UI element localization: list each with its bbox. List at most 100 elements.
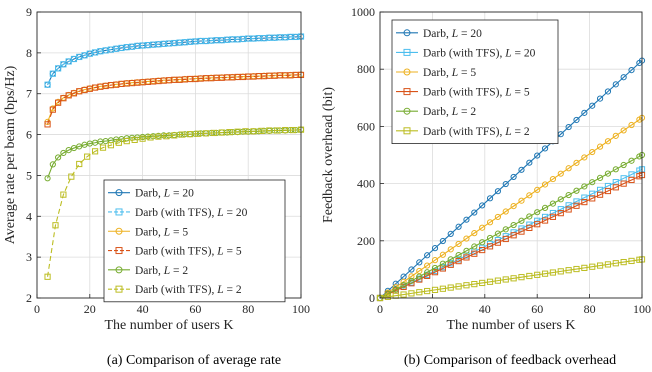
data-point xyxy=(479,202,486,209)
legend-marker xyxy=(403,107,411,115)
data-point xyxy=(55,154,62,161)
data-point xyxy=(187,131,194,138)
data-point xyxy=(49,106,56,113)
data-point xyxy=(242,128,249,135)
data-point xyxy=(620,258,627,266)
data-point xyxy=(486,234,494,242)
y-tick-label: 3 xyxy=(26,250,32,264)
data-point xyxy=(604,88,612,95)
data-point xyxy=(596,143,604,150)
data-point xyxy=(289,126,297,134)
caption-b: (b) Comparison of feedback overhead xyxy=(404,353,616,368)
legend-marker xyxy=(403,68,411,76)
data-point xyxy=(471,230,478,237)
data-point xyxy=(65,146,72,154)
data-point xyxy=(424,272,431,279)
data-point xyxy=(502,226,509,233)
legend-label: Darb (with TFS), L = 20 xyxy=(423,47,536,59)
data-point xyxy=(510,275,517,282)
data-point xyxy=(510,173,517,181)
series-2 xyxy=(44,33,305,88)
series-line xyxy=(379,60,643,299)
series-line xyxy=(47,35,302,85)
legend-entry: Darb (with TFS), L = 20 xyxy=(396,47,536,59)
data-point xyxy=(171,132,178,139)
legend-entry: Darb, L = 5 xyxy=(396,67,476,79)
data-point xyxy=(518,197,525,204)
data-point xyxy=(52,222,59,229)
data-point xyxy=(84,153,91,160)
data-point xyxy=(471,243,478,250)
legend-label: Darb, L = 20 xyxy=(135,188,194,200)
data-point xyxy=(70,144,78,152)
data-point xyxy=(604,170,612,177)
legend-label: Darb, L = 5 xyxy=(423,67,476,79)
data-point xyxy=(471,250,478,257)
data-point xyxy=(455,258,462,265)
data-point xyxy=(620,180,627,187)
data-point xyxy=(620,161,627,169)
legend-marker xyxy=(403,29,411,37)
legend-label: Darb (with TFS), L = 20 xyxy=(135,207,248,219)
legend-label: Darb (with TFS), L = 2 xyxy=(135,284,242,296)
data-point xyxy=(589,102,596,109)
legend-marker xyxy=(115,247,123,255)
data-point xyxy=(60,149,67,157)
data-point xyxy=(179,131,186,138)
legend-box xyxy=(103,179,286,303)
data-point xyxy=(439,260,446,267)
data-point xyxy=(581,194,588,201)
data-point xyxy=(596,174,604,181)
data-point xyxy=(455,240,462,248)
data-point xyxy=(565,267,572,274)
data-point xyxy=(44,121,51,128)
y-tick-label: 9 xyxy=(26,5,32,19)
x-axis-label: The number of users K xyxy=(446,318,575,333)
data-point xyxy=(510,203,517,210)
data-point xyxy=(463,282,470,289)
data-point xyxy=(596,95,604,102)
data-point xyxy=(604,138,612,145)
data-point xyxy=(479,246,486,254)
data-point xyxy=(163,133,170,140)
data-point xyxy=(541,270,549,277)
data-point xyxy=(392,286,399,293)
legend-marker xyxy=(115,285,123,293)
legend-entry: Darb, L = 2 xyxy=(396,106,476,118)
data-point xyxy=(541,204,549,212)
legend-marker xyxy=(403,48,411,56)
data-point xyxy=(526,159,533,166)
data-point xyxy=(408,266,415,273)
data-point xyxy=(258,127,265,134)
legend: Darb, L = 20 Darb (with TFS), L = 20 Darb,… xyxy=(103,179,286,303)
data-point xyxy=(44,81,51,88)
data-point xyxy=(416,289,423,296)
y-tick-label: 5 xyxy=(26,168,32,182)
data-point xyxy=(76,160,83,168)
data-point xyxy=(518,274,525,281)
data-point xyxy=(439,237,446,245)
data-point xyxy=(431,264,439,272)
legend-entry: Darb (with TFS), L = 5 xyxy=(108,246,242,258)
data-point xyxy=(573,187,580,194)
x-tick-label: 100 xyxy=(292,302,310,316)
data-point xyxy=(400,291,407,298)
data-point xyxy=(581,198,588,206)
data-point xyxy=(471,281,478,288)
data-point xyxy=(589,263,596,270)
data-point xyxy=(612,184,619,191)
data-point xyxy=(408,290,415,297)
data-point xyxy=(604,261,612,268)
data-point xyxy=(91,148,99,155)
data-point xyxy=(463,216,470,223)
data-point xyxy=(282,126,289,134)
data-point xyxy=(44,175,51,182)
data-point xyxy=(518,217,525,224)
series-line xyxy=(47,74,301,125)
data-point xyxy=(431,286,439,293)
data-point xyxy=(502,276,509,283)
data-point xyxy=(486,195,494,202)
data-point xyxy=(565,202,572,209)
legend-entry: Darb (with TFS), L = 2 xyxy=(396,126,530,138)
